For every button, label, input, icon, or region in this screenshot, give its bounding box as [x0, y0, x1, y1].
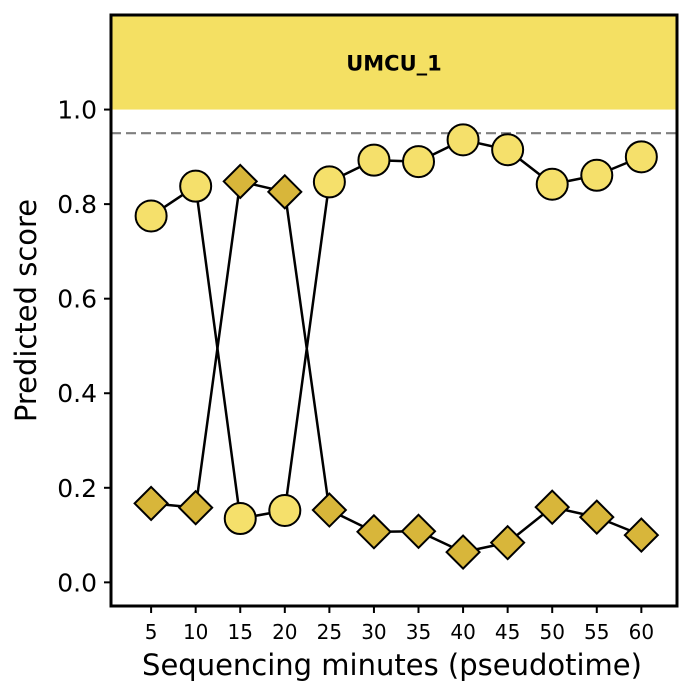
x-tick-label: 45 — [495, 620, 520, 644]
x-tick-label: 50 — [539, 620, 564, 644]
diamond-point — [489, 524, 526, 561]
diamond-point — [534, 489, 571, 526]
band-group: UMCU_1 — [111, 15, 677, 110]
diamond-point — [222, 163, 259, 200]
diamond-point — [266, 173, 303, 210]
series-line-circle — [150, 138, 642, 520]
circle-point — [268, 493, 302, 527]
circle-point — [491, 133, 525, 167]
series-line-diamond — [150, 180, 642, 554]
top-band — [111, 15, 677, 110]
x-axis-label: Sequencing minutes (pseudotime) — [142, 648, 642, 682]
y-tick-label: 0.4 — [57, 379, 97, 408]
band-label: UMCU_1 — [346, 51, 442, 75]
circle-point — [223, 502, 257, 536]
circle-point — [580, 158, 614, 192]
x-tick-label: 35 — [406, 620, 431, 644]
x-tick-label: 30 — [361, 620, 386, 644]
diamond-point — [400, 513, 437, 550]
diamond-point — [578, 499, 615, 536]
circle-point — [402, 145, 436, 179]
x-tick-label: 20 — [272, 620, 297, 644]
markers-group — [133, 123, 660, 571]
x-tick-label: 15 — [228, 620, 253, 644]
y-tick-label: 0.0 — [57, 568, 97, 597]
y-tick-label: 1.0 — [57, 96, 97, 125]
x-tick-label: 40 — [450, 620, 475, 644]
circle-point — [134, 199, 168, 233]
plot-frame — [109, 13, 679, 608]
circle-point — [624, 140, 658, 174]
series-lines-group — [150, 138, 642, 554]
y-tick-label: 0.2 — [57, 474, 97, 503]
x-tick-label: 25 — [317, 620, 342, 644]
circle-point — [312, 165, 346, 199]
circle-point — [179, 169, 213, 203]
circle-point — [535, 167, 569, 201]
diamond-point — [445, 534, 481, 571]
x-tick-label: 55 — [584, 620, 609, 644]
diamond-point — [356, 513, 392, 550]
y-axis-label: Predicted score — [9, 199, 43, 422]
circle-point — [357, 143, 391, 177]
diamond-point — [623, 517, 660, 553]
labels-group: Sequencing minutes (pseudotime) Predicted… — [9, 199, 642, 682]
diamond-point — [311, 492, 348, 528]
circle-point — [446, 123, 480, 157]
x-tick-label: 10 — [183, 620, 208, 644]
diamond-point — [177, 489, 214, 526]
y-tick-label: 0.6 — [57, 285, 97, 314]
x-tick-label: 60 — [629, 620, 654, 644]
x-tick-label: 5 — [145, 620, 158, 644]
y-tick-label: 0.8 — [57, 190, 97, 219]
axes-group: 0.0 0.2 0.4 0.6 0.8 1.0 5 10 15 20 25 30 35 40 45 50 55 6… — [57, 13, 679, 644]
diamond-point — [133, 485, 170, 522]
